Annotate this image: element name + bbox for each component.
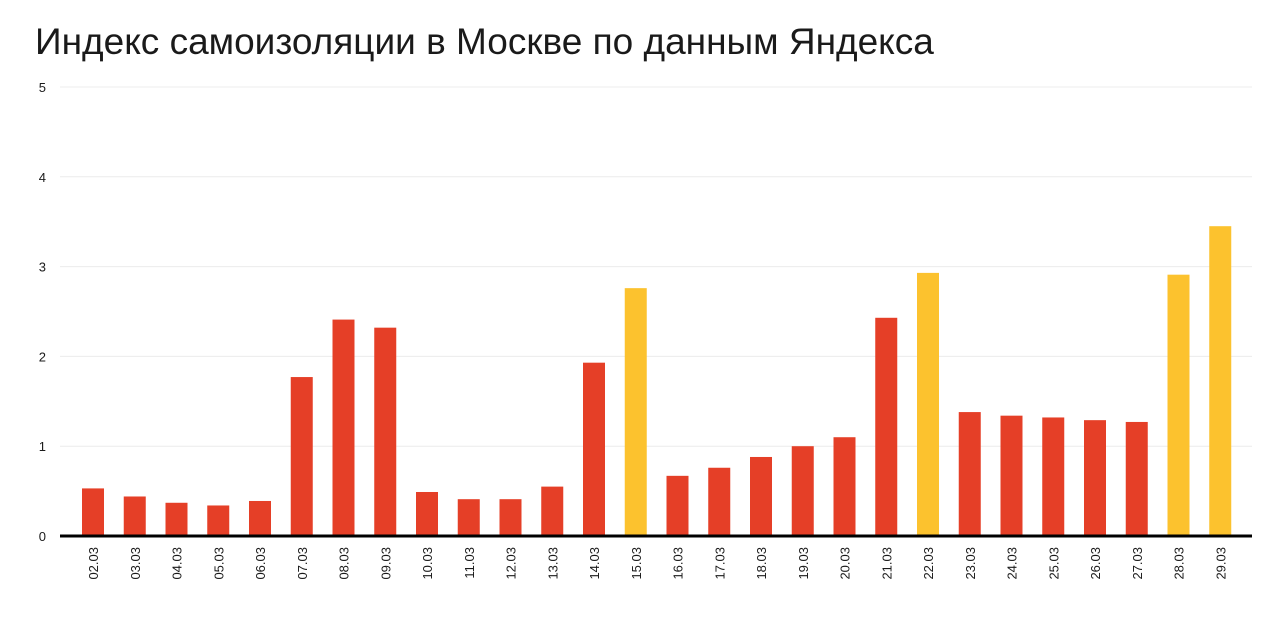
bar-17.03 (708, 467, 731, 536)
bar-03.03 (123, 496, 146, 536)
y-tick-label: 3 (39, 260, 46, 275)
x-tick-label: 16.03 (671, 547, 686, 580)
bar-24.03 (1000, 415, 1023, 536)
bar-08.03 (332, 319, 355, 536)
bar-23.03 (958, 412, 981, 536)
bar-14.03 (583, 362, 605, 536)
bar-21.03 (875, 317, 898, 536)
bar-16.03 (666, 475, 689, 536)
y-axis-ticks: 0 1 2 3 4 5 (39, 80, 46, 544)
x-tick-label: 25.03 (1046, 547, 1061, 580)
bar-04.03 (165, 502, 188, 536)
bar-20.03 (833, 437, 856, 536)
x-tick-label: 21.03 (879, 547, 894, 580)
x-tick-label: 14.03 (587, 547, 602, 580)
gridlines (60, 86, 1252, 447)
y-tick-label: 1 (39, 439, 46, 454)
x-tick-label: 10.03 (420, 547, 435, 580)
x-tick-label: 09.03 (378, 547, 393, 580)
x-tick-label: 17.03 (712, 547, 727, 580)
bar-10.03 (416, 491, 438, 536)
x-tick-label: 04.03 (170, 547, 185, 580)
bar-13.03 (541, 486, 564, 536)
x-tick-label: 13.03 (545, 547, 560, 580)
bar-15.03 (624, 288, 647, 536)
bar-06.03 (249, 500, 271, 536)
x-tick-label: 24.03 (1005, 547, 1020, 580)
x-tick-label: 08.03 (337, 547, 352, 580)
x-tick-label: 23.03 (963, 547, 978, 580)
bar-27.03 (1125, 421, 1148, 536)
bar-12.03 (499, 499, 522, 536)
x-tick-label: 12.03 (504, 547, 519, 580)
y-tick-label: 0 (39, 529, 46, 544)
y-tick-label: 4 (39, 170, 46, 185)
bar-09.03 (374, 327, 397, 536)
chart-title: Индекс самоизоляции в Москве по данным Я… (35, 21, 934, 62)
bar-29.03 (1209, 226, 1232, 536)
bars (82, 226, 1232, 536)
x-tick-label: 20.03 (838, 547, 853, 580)
y-tick-label: 2 (39, 349, 46, 364)
x-tick-label: 28.03 (1172, 547, 1187, 580)
x-tick-label: 07.03 (295, 547, 310, 580)
x-tick-label: 26.03 (1088, 547, 1103, 580)
x-axis-ticks: 02.03 03.03 04.03 05.03 06.03 07.03 08.03 09.03… (86, 547, 1228, 580)
x-tick-label: 15.03 (629, 547, 644, 580)
bar-07.03 (290, 377, 313, 536)
bar-22.03 (917, 272, 939, 536)
x-tick-label: 27.03 (1130, 547, 1145, 580)
x-tick-label: 22.03 (921, 547, 936, 580)
bar-11.03 (457, 499, 480, 536)
bar-28.03 (1167, 274, 1190, 536)
x-tick-label: 29.03 (1213, 547, 1228, 580)
bar-19.03 (791, 446, 814, 536)
x-tick-label: 05.03 (211, 547, 226, 580)
x-tick-label: 03.03 (128, 547, 143, 580)
x-tick-label: 18.03 (754, 547, 769, 580)
y-tick-label: 5 (39, 80, 46, 95)
x-tick-label: 02.03 (86, 547, 101, 580)
x-tick-label: 11.03 (462, 547, 477, 579)
x-tick-label: 19.03 (796, 547, 811, 580)
bar-18.03 (750, 456, 772, 536)
bar-02.03 (82, 488, 104, 536)
bar-26.03 (1084, 420, 1106, 536)
bar-25.03 (1042, 417, 1065, 536)
x-tick-label: 06.03 (253, 547, 268, 580)
bar-05.03 (207, 505, 230, 536)
